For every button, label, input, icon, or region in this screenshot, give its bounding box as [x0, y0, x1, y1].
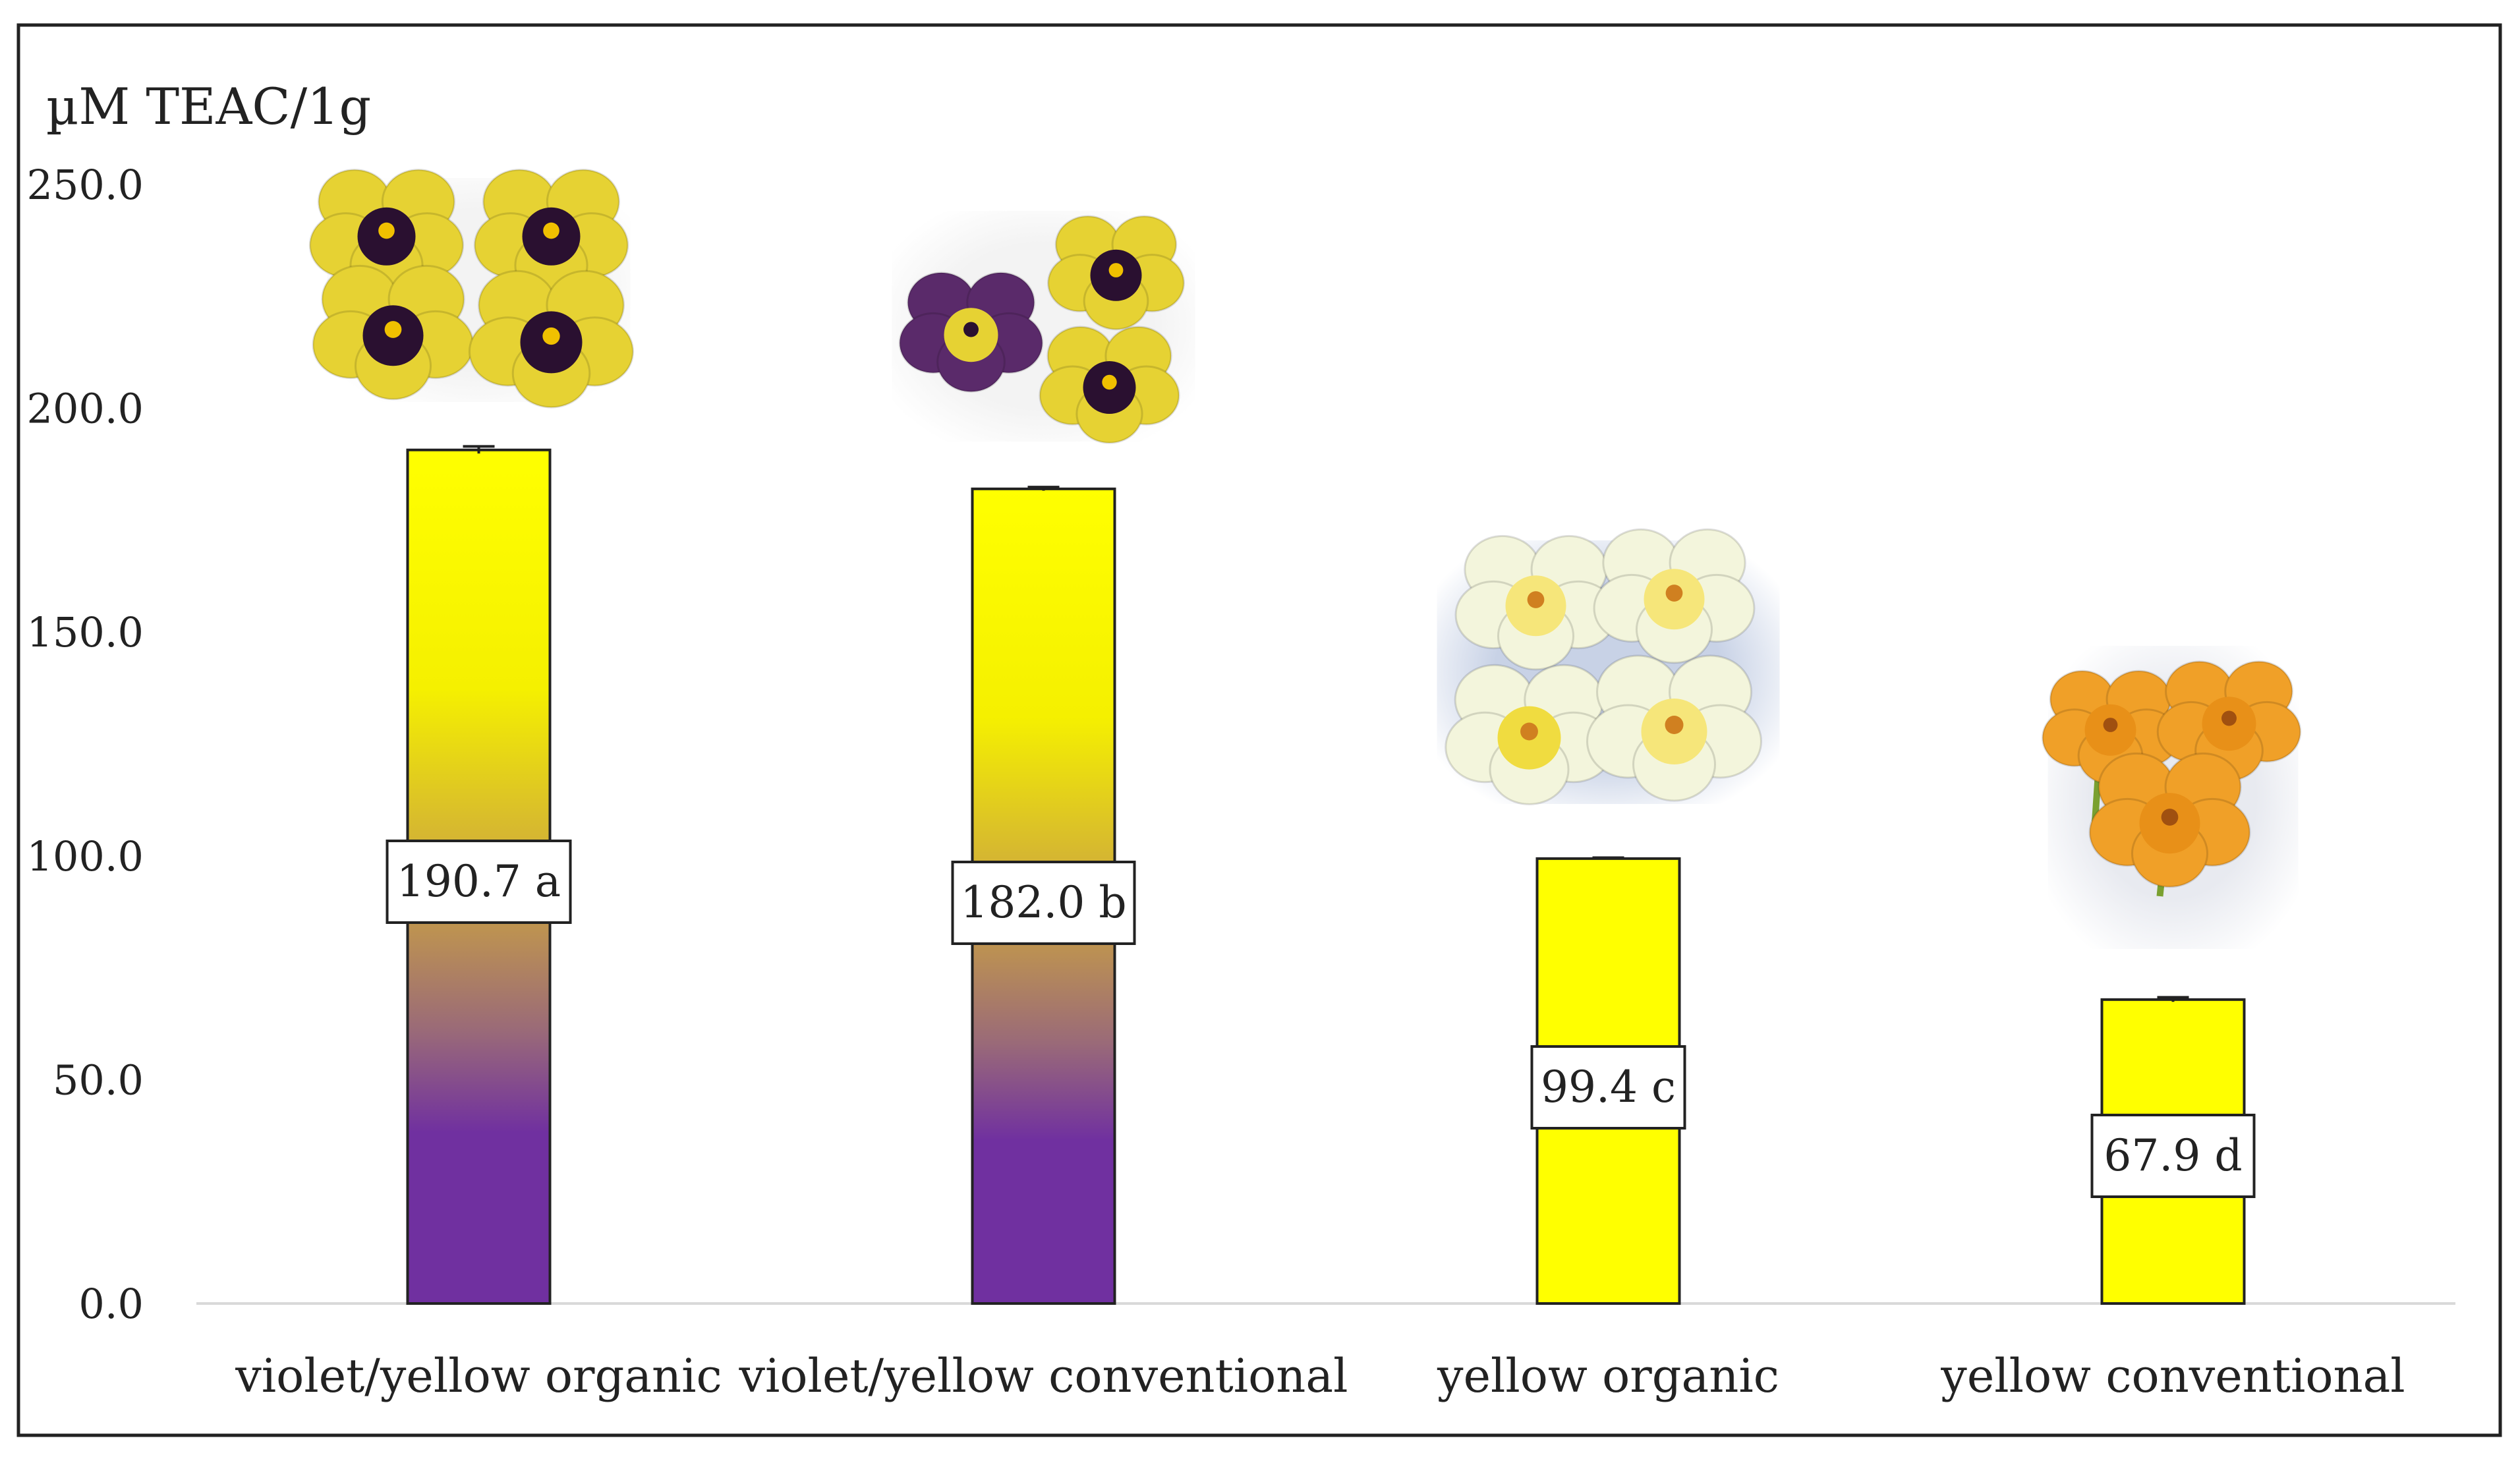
error-bar [1027, 486, 1060, 491]
flower-photo [892, 211, 1195, 444]
error-bar [1592, 856, 1624, 860]
pansy-flower [1593, 528, 1756, 664]
svg-text:190.7 a: 190.7 a [397, 856, 561, 907]
pansy-flower [2156, 660, 2302, 782]
flower-photo [2042, 646, 2302, 949]
category-label: yellow conventional [1940, 1349, 2405, 1403]
pansy-flower [2088, 752, 2251, 888]
pansy-flower [1445, 664, 1614, 805]
pansy-flower [1586, 654, 1762, 802]
y-axis-ticks: 0.0 50.0 100.0 150.0 200.0 250.0 [27, 161, 144, 1328]
y-tick-label: 150.0 [27, 608, 144, 656]
error-bar [463, 445, 495, 454]
pansy-flower [1039, 326, 1180, 444]
category-labels: violet/yellow organic violet/yellow conve… [235, 1349, 2405, 1403]
flower-photo [1437, 528, 1780, 805]
data-label: 67.9 d [2090, 1114, 2256, 1198]
flower-images [308, 169, 2302, 949]
svg-text:67.9 d: 67.9 d [2104, 1130, 2242, 1181]
pansy-flower [312, 264, 474, 401]
error-bar [2157, 996, 2189, 1002]
bars: 190.7 a 182.0 b 99.4 c 67.9 d [386, 445, 2256, 1305]
data-label: 182.0 b [951, 861, 1136, 945]
y-tick-label: 0.0 [78, 1280, 144, 1328]
pansy-flower [1454, 534, 1617, 671]
data-label: 190.7 a [386, 840, 572, 924]
category-label: violet/yellow organic [235, 1349, 722, 1403]
y-tick-label: 50.0 [53, 1056, 144, 1104]
pansy-flower [473, 169, 629, 299]
data-label: 99.4 c [1530, 1045, 1686, 1130]
category-label: yellow organic [1437, 1349, 1779, 1403]
y-tick-label: 250.0 [27, 161, 144, 209]
pansy-flower [468, 270, 635, 409]
category-label: violet/yellow conventional [738, 1349, 1348, 1403]
pansy-flower [308, 169, 465, 299]
y-axis-label: µM TEAC/1g [46, 77, 371, 136]
pansy-flower [1047, 215, 1185, 331]
y-tick-label: 100.0 [27, 832, 144, 880]
pansy-flower [898, 272, 1044, 393]
svg-text:182.0 b: 182.0 b [960, 877, 1126, 928]
y-tick-label: 200.0 [27, 385, 144, 433]
flower-photo [308, 169, 635, 409]
svg-text:99.4 c: 99.4 c [1541, 1062, 1676, 1112]
